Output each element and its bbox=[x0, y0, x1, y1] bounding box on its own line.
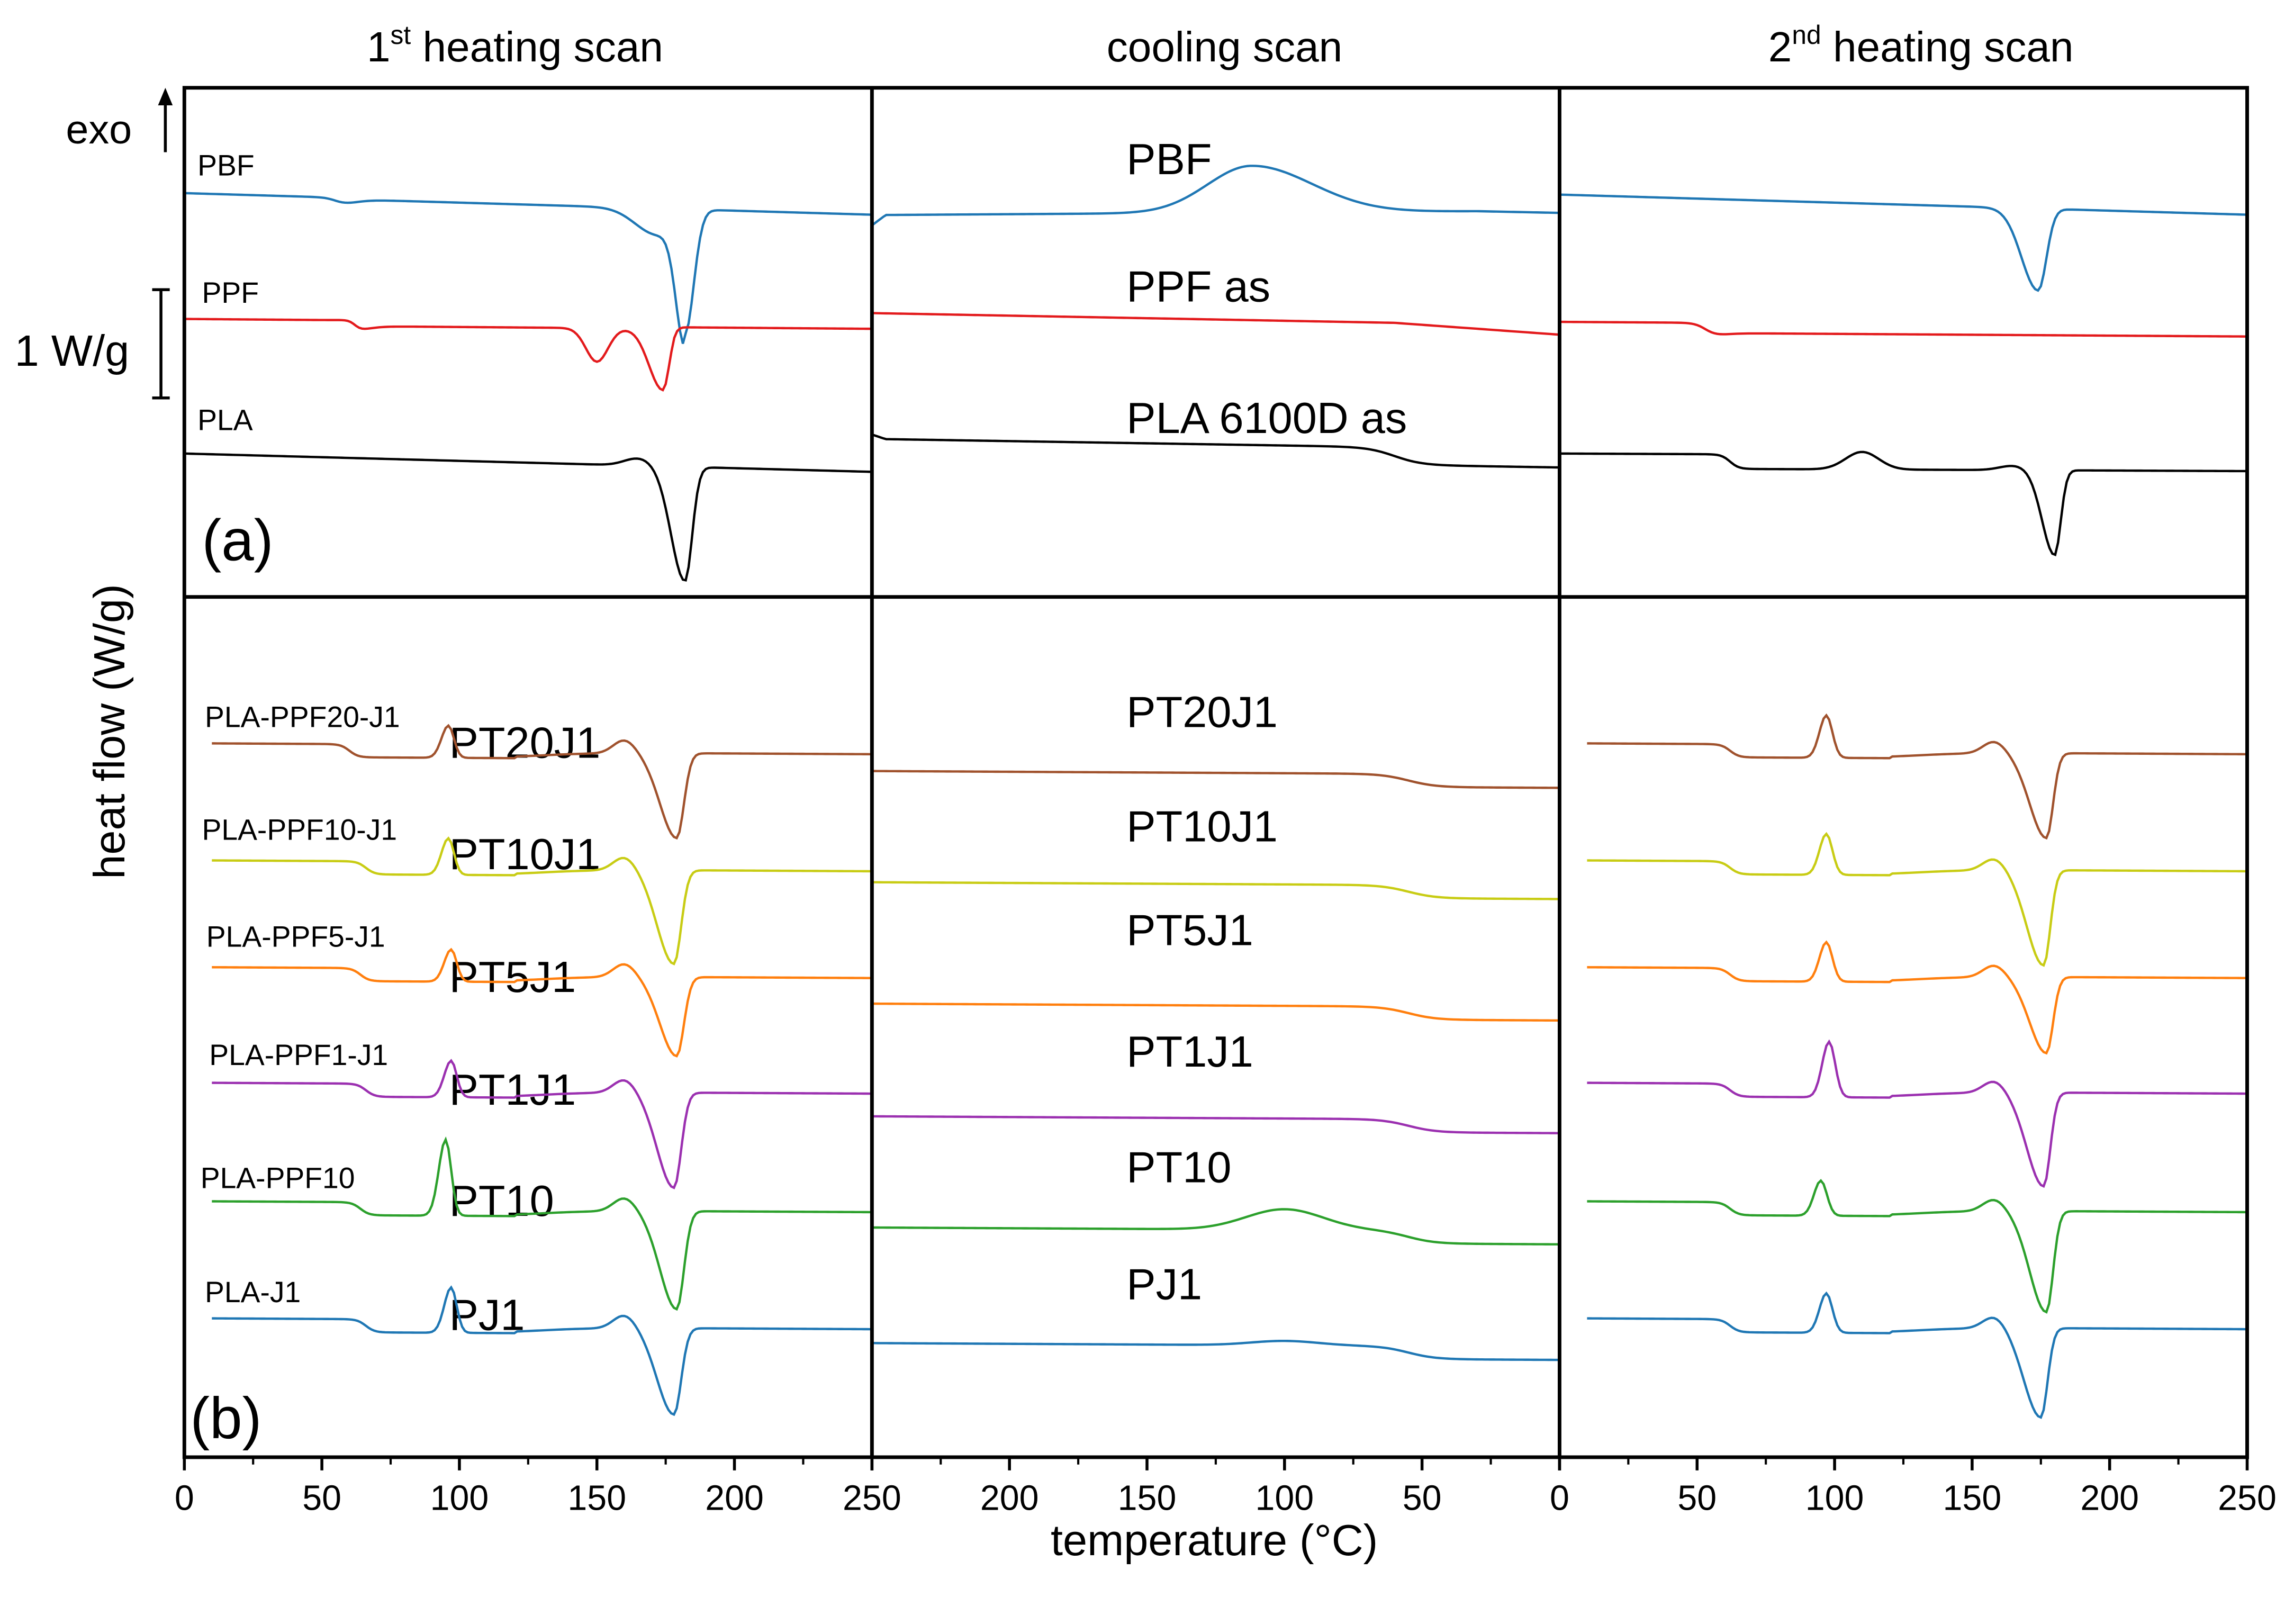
label-b-PT1J1-long: PLA-PPF1-J1 bbox=[209, 1039, 388, 1071]
label-b-PT10-short: PT10 bbox=[449, 1176, 554, 1225]
x-tick-label-2-4: 200 bbox=[2080, 1478, 2139, 1518]
panel-frames bbox=[182, 86, 2249, 1459]
curve-PLA-PPF10-heating2 bbox=[1587, 1179, 2247, 1314]
x-tick-label-0-0: 0 bbox=[175, 1478, 194, 1518]
label-b-PT1J1-short: PT1J1 bbox=[449, 1065, 576, 1114]
cool-label-PT10J1: PT10J1 bbox=[1126, 801, 1278, 851]
cool-label-PT5J1: PT5J1 bbox=[1126, 906, 1253, 955]
label-b-PJ1-short: PJ1 bbox=[449, 1290, 525, 1339]
curve-PLA-PPF20-J1-cooling bbox=[872, 770, 1560, 789]
curve-PLA-PPF10-J1-heating2 bbox=[1587, 832, 2247, 967]
column-title-cooling: cooling scan bbox=[1107, 23, 1343, 70]
x-tick-label-0-1: 50 bbox=[302, 1478, 341, 1518]
label-a-PPF: PPF bbox=[202, 276, 258, 309]
x-tick-label-1-2: 150 bbox=[1118, 1478, 1177, 1518]
x-tick-label-1-4: 50 bbox=[1403, 1478, 1442, 1518]
cool-label-PT20J1: PT20J1 bbox=[1126, 688, 1278, 737]
curves-layer bbox=[184, 165, 2247, 1419]
curve-PBF-heating1 bbox=[184, 192, 872, 344]
curve-PPF-heating2 bbox=[1559, 320, 2247, 338]
cool-label-PT1J1: PT1J1 bbox=[1126, 1027, 1253, 1076]
curve-PLA-PPF1-J1-heating1 bbox=[212, 1059, 872, 1189]
curve-PLA-PPF1-J1-heating2 bbox=[1587, 1039, 2247, 1188]
x-tick-label-1-1: 200 bbox=[980, 1478, 1039, 1518]
scale-bar-label: 1 W/g bbox=[15, 326, 130, 375]
label-b-PT20J1-short: PT20J1 bbox=[449, 718, 601, 768]
x-tick-label-1-3: 100 bbox=[1255, 1478, 1314, 1518]
scale-bar bbox=[152, 288, 170, 400]
x-tick-label-1-5: 0 bbox=[1550, 1478, 1569, 1518]
x-tick-label-2-2: 100 bbox=[1805, 1478, 1864, 1518]
cool-label-PBF: PBF bbox=[1126, 134, 1212, 184]
curve-PLA-PPF5-J1-heating1 bbox=[212, 948, 872, 1058]
x-tick-label-2-5: 250 bbox=[2218, 1478, 2277, 1518]
curve-PLA-PPF10-J1-heating1 bbox=[212, 836, 872, 966]
label-a-PLA: PLA bbox=[197, 404, 253, 437]
curve-PLA-J1-heating1 bbox=[212, 1285, 872, 1417]
x-tick-label-0-5: 250 bbox=[843, 1478, 901, 1518]
cool-label-PLA: PLA 6100D as bbox=[1126, 393, 1407, 443]
label-b-PT5J1-long: PLA-PPF5-J1 bbox=[206, 920, 385, 953]
cool-label-PJ1: PJ1 bbox=[1126, 1259, 1202, 1309]
exo-arrow-icon bbox=[158, 87, 173, 152]
ticks-layer: 0 50 100 150 200 250 200 150 100 50 0 50 100 150 200 25… bbox=[175, 1457, 2277, 1518]
curve-PLA-PPF5-J1-heating2 bbox=[1587, 940, 2247, 1055]
curve-PLA-J1-cooling bbox=[872, 1339, 1560, 1361]
curve-PLA-heating2 bbox=[1559, 450, 2247, 556]
label-b-PT10-long: PLA-PPF10 bbox=[201, 1161, 355, 1194]
panel-label-a: (a) bbox=[202, 508, 273, 573]
x-tick-label-0-2: 100 bbox=[430, 1478, 489, 1518]
x-tick-label-0-3: 150 bbox=[567, 1478, 626, 1518]
curve-PLA-PPF20-J1-heating2 bbox=[1587, 713, 2247, 840]
curve-PLA-J1-heating2 bbox=[1587, 1291, 2247, 1419]
label-b-PJ1-long: PLA-J1 bbox=[205, 1276, 301, 1309]
curve-PPF-cooling bbox=[872, 312, 1560, 336]
x-tick-label-2-1: 50 bbox=[1677, 1478, 1717, 1518]
curve-PLA-heating1 bbox=[184, 452, 872, 582]
label-b-PT20J1-long: PLA-PPF20-J1 bbox=[205, 701, 400, 734]
curve-PLA-PPF1-J1-cooling bbox=[872, 1115, 1560, 1134]
curve-PLA-cooling bbox=[871, 433, 1560, 469]
label-b-PT10J1-long: PLA-PPF10-J1 bbox=[202, 814, 397, 846]
y-axis-label: heat flow (W/g) bbox=[85, 584, 134, 879]
curve-PBF-cooling bbox=[871, 165, 1560, 227]
curve-PLA-PPF10-heating1 bbox=[212, 1136, 872, 1311]
x-tick-label-0-4: 200 bbox=[705, 1478, 764, 1518]
x-axis-label: temperature (°C) bbox=[1051, 1515, 1378, 1565]
exo-label: exo bbox=[66, 107, 132, 152]
curve-PLA-PPF5-J1-cooling bbox=[872, 1002, 1560, 1022]
cool-label-PT10: PT10 bbox=[1126, 1142, 1231, 1192]
column-title-heating-1: 1st heating scan bbox=[367, 20, 663, 70]
column-title-heating-2: 2nd heating scan bbox=[1768, 20, 2074, 70]
x-tick-label-2-3: 150 bbox=[1943, 1478, 2002, 1518]
label-b-PT5J1-short: PT5J1 bbox=[449, 952, 576, 1002]
cool-label-PPF: PPF as bbox=[1126, 261, 1270, 311]
curve-PLA-PPF20-J1-heating1 bbox=[212, 724, 872, 840]
label-a-PBF: PBF bbox=[197, 149, 254, 182]
curve-PPF-heating1 bbox=[184, 318, 872, 392]
curve-PLA-PPF10-cooling bbox=[872, 1208, 1560, 1246]
panel-label-b: (b) bbox=[190, 1386, 261, 1451]
curve-PBF-heating2 bbox=[1559, 193, 2247, 292]
curve-PLA-PPF10-J1-cooling bbox=[872, 881, 1560, 900]
